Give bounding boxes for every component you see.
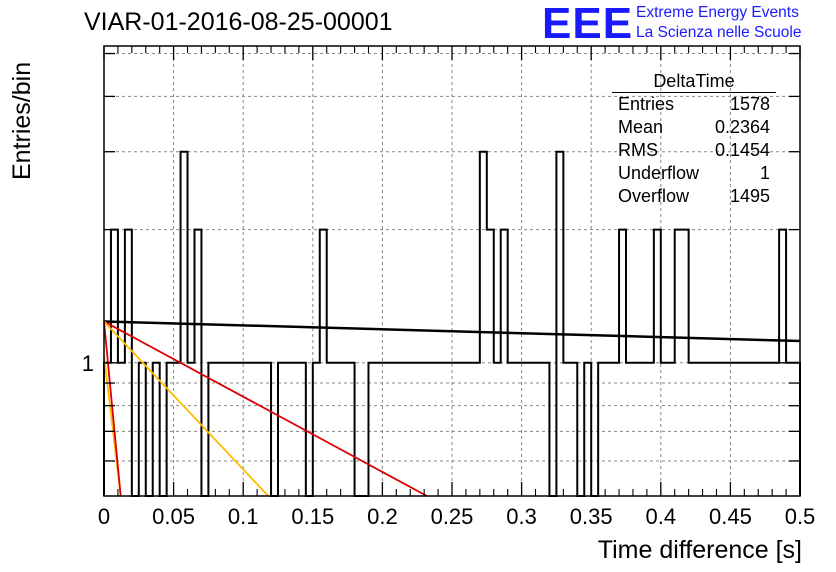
logo-line-1: Extreme Energy Events xyxy=(636,4,799,21)
histogram-outline xyxy=(103,150,801,497)
fit-curves xyxy=(103,320,801,497)
y-tick-label: 1 xyxy=(82,351,94,376)
stats-label: Entries xyxy=(618,94,675,114)
stats-value: 1 xyxy=(759,163,770,183)
y-axis-label: Entries/bin xyxy=(8,61,36,180)
x-tick-label: 0.4 xyxy=(646,504,677,529)
stats-value: 1578 xyxy=(729,94,770,114)
stats-box: DeltaTime Entries 1578 Mean 0.2364 RMS 0.1454… xyxy=(612,70,776,208)
stats-row-overflow: Overflow 1495 xyxy=(612,185,776,208)
stats-name: DeltaTime xyxy=(612,70,776,93)
stats-row-rms: RMS 0.1454 xyxy=(612,139,776,162)
x-tick-label: 0.5 xyxy=(785,504,816,529)
chart-title: VIAR-01-2016-08-25-00001 xyxy=(84,8,393,36)
fit-line xyxy=(103,320,801,343)
grid-lines xyxy=(104,46,800,496)
x-tick-label: 0.35 xyxy=(570,504,613,529)
x-tick-label: 0.05 xyxy=(152,504,195,529)
logo-line-2: La Scienza nelle Scuole xyxy=(636,24,802,41)
x-tick-label: 0.1 xyxy=(228,504,259,529)
fit-line xyxy=(103,321,122,497)
x-tick-label: 0 xyxy=(98,504,110,529)
axis-ticks: 0 0.05 0.1 0.15 0.2 0.25 0.3 0.35 0.4 0.45 0.5 1 xyxy=(82,46,816,529)
stats-label: Overflow xyxy=(618,186,690,206)
x-tick-label: 0.3 xyxy=(506,504,537,529)
fit-line xyxy=(103,320,428,497)
stats-value: 0.2364 xyxy=(714,117,770,137)
stats-row-mean: Mean 0.2364 xyxy=(612,116,776,139)
x-tick-label: 0.45 xyxy=(709,504,752,529)
fit-line xyxy=(103,320,269,497)
logo-text: Extreme Energy Events La Scienza nelle S… xyxy=(636,3,801,43)
x-tick-label: 0.25 xyxy=(431,504,474,529)
x-tick-label: 0.2 xyxy=(367,504,398,529)
x-axis-label: Time difference [s] xyxy=(597,536,802,564)
stats-label: Mean xyxy=(618,117,664,137)
stats-label: Underflow xyxy=(618,163,700,183)
stats-label: RMS xyxy=(618,140,658,160)
x-tick-label: 0.15 xyxy=(291,504,334,529)
stats-row-underflow: Underflow 1 xyxy=(612,162,776,185)
stats-row-entries: Entries 1578 xyxy=(612,93,776,116)
stats-value: 1495 xyxy=(729,186,770,206)
stats-value: 0.1454 xyxy=(714,140,770,160)
histogram-path xyxy=(103,150,801,497)
eee-logo: EEE xyxy=(542,0,634,48)
